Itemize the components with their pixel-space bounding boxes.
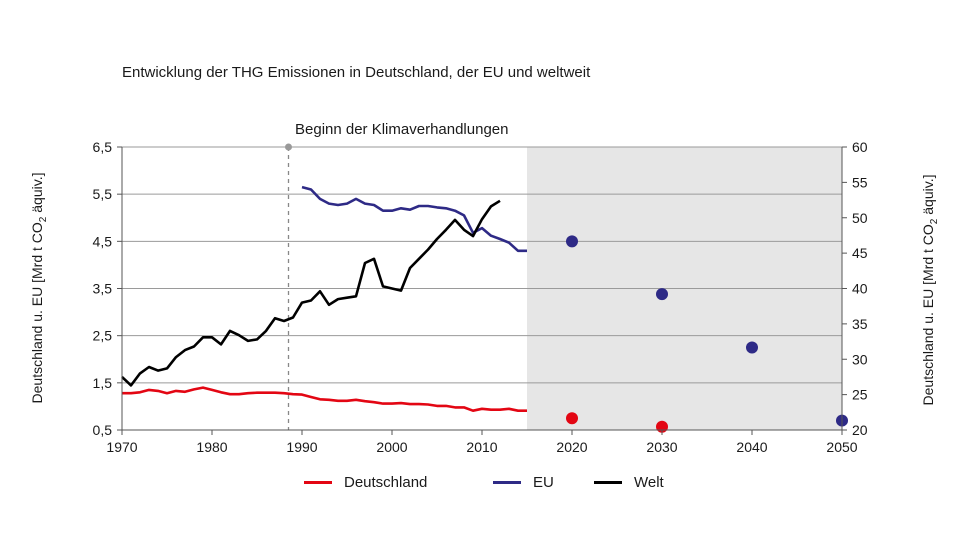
left-tick-label: 1,5 bbox=[93, 375, 113, 391]
chart-title: Entwicklung der THG Emissionen in Deutsc… bbox=[122, 64, 591, 81]
right-tick-label: 60 bbox=[852, 139, 868, 155]
x-tick-label: 1990 bbox=[286, 439, 317, 455]
x-tick-label: 2010 bbox=[466, 439, 497, 455]
left-axis-label-tail: äquiv.] bbox=[29, 173, 45, 217]
right-tick-label: 40 bbox=[852, 281, 868, 297]
legend-item-deutschland: Deutschland bbox=[304, 474, 427, 491]
right-tick-label: 30 bbox=[852, 351, 868, 367]
left-axis-label-main: Deutschland u. EU [Mrd t CO bbox=[29, 222, 45, 403]
right-tick-label: 35 bbox=[852, 316, 868, 332]
legend-item-eu: EU bbox=[493, 474, 554, 491]
left-tick-label: 4,5 bbox=[93, 233, 113, 249]
legend-item-welt: Welt bbox=[594, 474, 664, 491]
legend-label-eu: EU bbox=[533, 474, 554, 491]
legend-swatch-welt bbox=[594, 481, 622, 484]
series-line-welt bbox=[121, 199, 501, 387]
series-line-eu bbox=[301, 185, 527, 253]
annotation-marker bbox=[285, 143, 292, 151]
right-axis-label-subscript: 2 bbox=[929, 218, 940, 224]
projection-point-deutschland bbox=[566, 412, 578, 425]
projection-point-eu bbox=[566, 235, 578, 248]
x-tick-label: 2030 bbox=[646, 439, 677, 455]
right-axis-label: Deutschland u. EU [Mrd t CO2 äquiv.] bbox=[920, 175, 940, 406]
left-axis-label-subscript: 2 bbox=[38, 216, 49, 222]
x-tick-label: 2050 bbox=[826, 439, 857, 455]
right-tick-label: 50 bbox=[852, 210, 868, 226]
projection-point-eu bbox=[746, 341, 758, 354]
right-axis-label-tail: äquiv.] bbox=[920, 175, 936, 219]
left-tick-label: 5,5 bbox=[93, 186, 113, 202]
left-tick-label: 3,5 bbox=[93, 281, 113, 297]
legend-label-welt: Welt bbox=[634, 474, 664, 491]
x-tick-label: 1970 bbox=[106, 439, 137, 455]
series-line-deutschland bbox=[122, 386, 527, 413]
legend: Deutschland EU Welt bbox=[0, 474, 960, 498]
legend-label-deutschland: Deutschland bbox=[344, 474, 428, 491]
right-tick-label: 55 bbox=[852, 174, 868, 190]
right-tick-label: 20 bbox=[852, 422, 868, 438]
x-tick-label: 2040 bbox=[736, 439, 767, 455]
left-axis-label: Deutschland u. EU [Mrd t CO2 äquiv.] bbox=[29, 173, 49, 404]
left-tick-label: 0,5 bbox=[93, 422, 113, 438]
annotation-label: Beginn der Klimaverhandlungen bbox=[295, 121, 508, 138]
right-tick-label: 25 bbox=[852, 387, 868, 403]
projection-point-eu bbox=[656, 288, 668, 301]
x-tick-label: 1980 bbox=[196, 439, 227, 455]
right-tick-label: 45 bbox=[852, 245, 868, 261]
left-tick-label: 6,5 bbox=[93, 139, 113, 155]
x-tick-label: 2000 bbox=[376, 439, 407, 455]
legend-swatch-eu bbox=[493, 481, 521, 484]
x-tick-label: 2020 bbox=[556, 439, 587, 455]
left-tick-label: 2,5 bbox=[93, 328, 113, 344]
legend-swatch-deutschland bbox=[304, 481, 332, 484]
right-axis-label-main: Deutschland u. EU [Mrd t CO bbox=[920, 224, 936, 405]
